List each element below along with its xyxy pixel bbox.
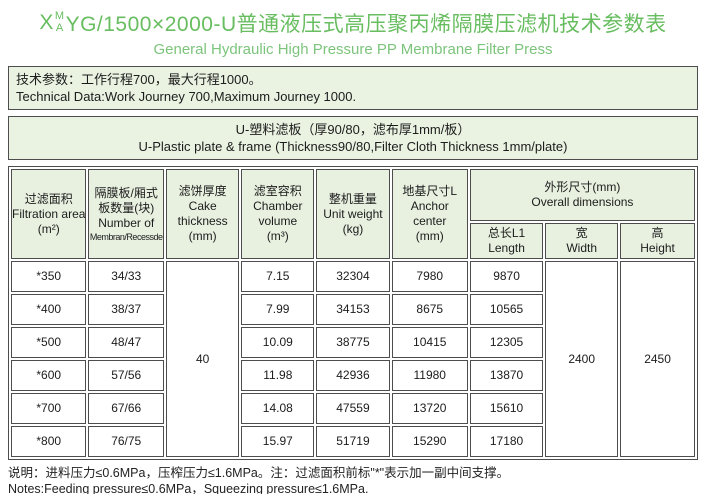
cell-unit-weight: 47559 (316, 393, 390, 424)
col-header-overall-dimensions: 外形尺寸(mm) Overall dimensions (469, 169, 695, 221)
col-header-unit-weight: 整机重量 Unit weight (kg) (316, 169, 390, 259)
notes-line-zh: 说明：进料压力≤0.6MPa，压榨压力≤1.6MPa。注：过滤面积前标"*"表示… (8, 466, 510, 480)
cell-length: 13870 (469, 360, 544, 391)
cell-filtration-area: *700 (11, 393, 87, 424)
cell-anchor-center: 13720 (391, 393, 468, 424)
cell-plate-number: 38/37 (88, 294, 164, 325)
col-header-height: 高 Height (620, 223, 695, 259)
cell-unit-weight: 34153 (316, 294, 390, 325)
cell-anchor-center: 10415 (391, 327, 468, 358)
table-row: *700 67/66 14.08 47559 13720 15610 (11, 393, 695, 424)
col-header-chamber-volume: 滤室容积 Chamber volume (m³) (241, 169, 315, 259)
page-subtitle: General Hydraulic High Pressure PP Membr… (153, 41, 553, 58)
cell-filtration-area: *400 (11, 294, 87, 325)
table-row: *600 57/56 11.98 42936 11980 13870 (11, 360, 695, 391)
cell-height-merged: 2450 (620, 261, 695, 457)
cell-unit-weight: 51719 (316, 426, 390, 457)
page-title: X M A YG/1500×2000-U普通液压式高压聚丙烯隔膜压滤机技术参数表 (8, 6, 698, 40)
cell-width-merged: 2400 (545, 261, 619, 457)
cell-length: 12305 (469, 327, 544, 358)
col-header-cake-thickness: 滤饼厚度 Cake thickness (mm) (165, 169, 240, 259)
col-header-plate-number: 隔膜板/厢式 板数量(块) Number of Membran/Recessde (88, 169, 164, 259)
cell-unit-weight: 38775 (316, 327, 390, 358)
cell-length: 17180 (469, 426, 544, 457)
cell-chamber-volume: 7.15 (241, 261, 315, 292)
technical-data-line-en: Technical Data:Work Journey 700,Maximum … (16, 89, 357, 104)
title-model-stack: M A (55, 11, 65, 34)
spec-table: 过滤面积 Filtration area (m²) 隔膜板/厢式 板数量(块) … (8, 166, 698, 460)
cell-filtration-area: *350 (11, 261, 87, 292)
cell-chamber-volume: 10.09 (241, 327, 315, 358)
cell-plate-number: 76/75 (88, 426, 164, 457)
notes-block: 说明：进料压力≤0.6MPa，压榨压力≤1.6MPa。注：过滤面积前标"*"表示… (8, 465, 698, 494)
plate-info-box: U-塑料滤板（厚90/80，滤布厚1mm/板） U-Plastic plate … (8, 116, 698, 160)
col-header-width: 宽 Width (545, 223, 619, 259)
cell-unit-weight: 32304 (316, 261, 390, 292)
table-row: *350 34/33 40 7.15 32304 7980 9870 2400 … (11, 261, 695, 457)
col-header-anchor-center: 地基尺寸L Anchor center (mm) (391, 169, 468, 259)
cell-chamber-volume: 15.97 (241, 426, 315, 457)
cell-length: 9870 (469, 261, 544, 292)
table-row: *800 76/75 15.97 51719 15290 17180 (11, 426, 695, 457)
title-block: X M A YG/1500×2000-U普通液压式高压聚丙烯隔膜压滤机技术参数表… (8, 6, 698, 60)
technical-data-line-zh: 技术参数：工作行程700，最大行程1000。 (16, 72, 262, 87)
cell-chamber-volume: 7.99 (241, 294, 315, 325)
cell-filtration-area: *500 (11, 327, 87, 358)
cell-anchor-center: 11980 (391, 360, 468, 391)
cell-cake-thickness-merged: 40 (165, 261, 240, 457)
cell-filtration-area: *800 (11, 426, 87, 457)
cell-plate-number: 67/66 (88, 393, 164, 424)
cell-length: 10565 (469, 294, 544, 325)
cell-anchor-center: 15290 (391, 426, 468, 457)
cell-chamber-volume: 11.98 (241, 360, 315, 391)
title-model-x: X (39, 11, 54, 34)
plate-info-line-en: U-Plastic plate & frame (Thickness90/80,… (138, 139, 568, 154)
cell-anchor-center: 7980 (391, 261, 468, 292)
cell-chamber-volume: 14.08 (241, 393, 315, 424)
title-main-text: YG/1500×2000-U普通液压式高压聚丙烯隔膜压滤机技术参数表 (65, 13, 667, 36)
cell-anchor-center: 8675 (391, 294, 468, 325)
cell-unit-weight: 42936 (316, 360, 390, 391)
cell-plate-number: 34/33 (88, 261, 164, 292)
technical-data-box: 技术参数：工作行程700，最大行程1000。 Technical Data:Wo… (8, 66, 698, 110)
cell-plate-number: 48/47 (88, 327, 164, 358)
table-row: *400 38/37 7.99 34153 8675 10565 (11, 294, 695, 325)
plate-info-line-zh: U-塑料滤板（厚90/80，滤布厚1mm/板） (235, 122, 471, 137)
title-model-sub: A (55, 22, 64, 34)
cell-plate-number: 57/56 (88, 360, 164, 391)
table-row: *500 48/47 10.09 38775 10415 12305 (11, 327, 695, 358)
cell-filtration-area: *600 (11, 360, 87, 391)
col-header-length: 总长L1 Length (469, 223, 544, 259)
notes-line-en: Notes:Feeding pressure≤0.6MPa，Squeezing … (8, 482, 369, 494)
title-model-sup: M (54, 10, 65, 23)
cell-length: 15610 (469, 393, 544, 424)
col-header-filtration-area: 过滤面积 Filtration area (m²) (11, 169, 87, 259)
